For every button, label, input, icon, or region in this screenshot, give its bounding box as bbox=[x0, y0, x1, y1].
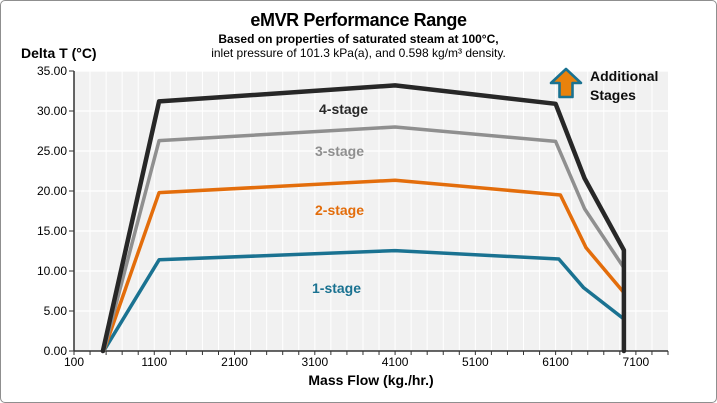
series-label-1-stage: 1-stage bbox=[312, 280, 362, 296]
additional-stages-annotation: Additional Stages bbox=[548, 67, 672, 105]
x-tick-label: 4100 bbox=[381, 355, 409, 369]
chart-subtitle-line2: inlet pressure of 101.3 kPa(a), and 0.59… bbox=[211, 46, 506, 60]
up-arrow-icon bbox=[549, 67, 583, 99]
x-tick-label: 5100 bbox=[461, 355, 489, 369]
x-tick-label: 2100 bbox=[221, 355, 248, 369]
y-tick-label: 30.00 bbox=[36, 104, 67, 118]
x-tick-label: 3100 bbox=[301, 355, 329, 369]
chart-title: eMVR Performance Range bbox=[250, 10, 467, 30]
series-label-3-stage: 3-stage bbox=[315, 143, 365, 159]
series-line-4-stage bbox=[100, 83, 627, 354]
y-tick-label: 25.00 bbox=[36, 144, 67, 158]
x-tick-label: 100 bbox=[63, 355, 85, 369]
y-tick-label: 15.00 bbox=[36, 224, 67, 238]
x-axis-title: Mass Flow (kg./hr.) bbox=[308, 372, 434, 388]
y-tick-label: 5.00 bbox=[43, 304, 67, 318]
y-axis-title: Delta T (°C) bbox=[21, 45, 97, 61]
additional-stages-label: Additional Stages bbox=[590, 68, 659, 103]
series-label-4-stage: 4-stage bbox=[319, 101, 369, 117]
y-tick-label: 35.00 bbox=[36, 64, 67, 78]
series-line-3-stage bbox=[101, 125, 626, 353]
x-tick-label: 7100 bbox=[622, 355, 650, 369]
series-line-2-stage bbox=[101, 178, 626, 353]
series-label-2-stage: 2-stage bbox=[315, 202, 365, 218]
y-tick-label: 0.00 bbox=[43, 344, 67, 358]
y-tick-label: 20.00 bbox=[36, 184, 67, 198]
chart-subtitle-line1: Based on properties of saturated steam a… bbox=[218, 32, 499, 46]
x-tick-label: 6100 bbox=[542, 355, 569, 369]
y-tick-label: 10.00 bbox=[36, 264, 67, 278]
series-line-1-stage bbox=[101, 248, 626, 353]
plot-area bbox=[69, 70, 669, 355]
chart-canvas bbox=[69, 70, 669, 355]
x-tick-label: 1100 bbox=[141, 355, 168, 369]
